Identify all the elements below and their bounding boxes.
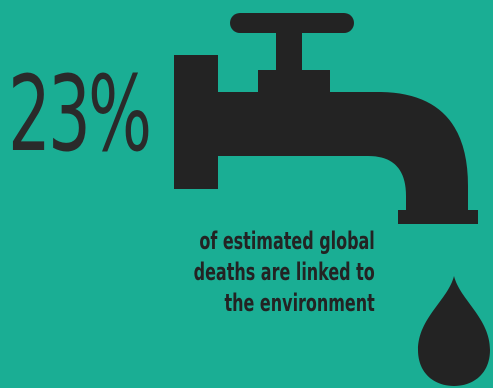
water-drop-icon	[418, 276, 490, 386]
stat-value: 23%	[8, 53, 152, 175]
caption-line: the environment	[224, 289, 375, 317]
caption-line: of estimated global	[199, 227, 375, 255]
stat-caption: of estimated global deaths are linked to…	[194, 226, 375, 319]
caption-line: deaths are linked to	[193, 258, 375, 286]
